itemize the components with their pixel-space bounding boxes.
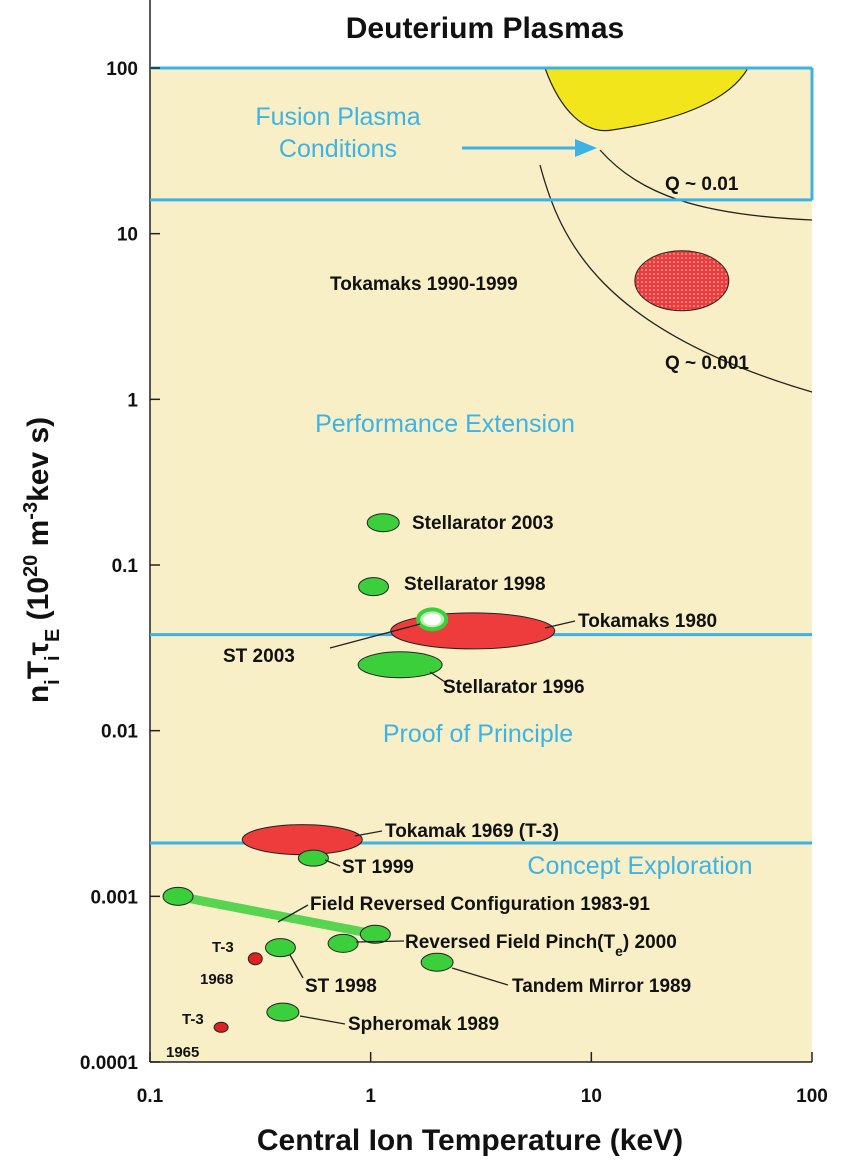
y-axis-label-part: E [42,629,64,642]
y-axis-label-part: m [22,520,55,555]
series-label: ST 2003 [223,646,295,667]
data-ellipse [241,824,363,856]
leader-line [324,859,341,867]
series-label-part: ) 2000 [623,932,677,953]
series-label: Stellarator 1998 [404,574,546,595]
region-label: Fusion Plasma [255,103,420,131]
series-label: Reversed Field Pinch(Te) 2000 [405,932,677,959]
curve-label: Q ~ 0.01 [665,174,739,195]
x-axis-label: Central Ion Temperature (keV) [257,1124,683,1157]
series-label: Tandem Mirror 1989 [512,976,691,997]
leader-line [299,1015,346,1025]
y-axis-label-part: 20 [20,555,42,577]
data-ellipse [162,886,194,906]
x-tick-label: 10 [581,1086,602,1107]
q-curve [539,164,813,393]
leader-line [354,830,383,837]
data-ellipse [357,577,389,597]
series-label: T-3 [212,939,234,956]
series-label: ST 1999 [342,857,414,878]
series-label: Tokamaks 1990-1999 [330,274,518,295]
y-tick-label: 0.01 [101,722,138,743]
plot-area [150,68,812,1062]
y-axis-label-part: n [22,685,55,703]
x-tick-label: 1 [365,1086,376,1107]
y-axis-label-part: -3 [20,502,42,520]
leader-line [289,954,304,979]
region-label: Proof of Principle [383,720,573,748]
y-axis-label-part: i [42,655,64,661]
data-ellipse [359,924,391,944]
data-ellipse [264,938,296,958]
x-tick-label: 0.1 [137,1086,164,1107]
y-axis-label-part: (10 [22,577,55,629]
series-label: Field Reversed Configuration 1983-91 [310,894,650,915]
leader-line [329,623,421,649]
series-label: Tokamak 1969 (T-3) [385,821,559,842]
series-label-part: e [615,943,623,959]
y-tick-label: 10 [117,225,138,246]
region-label: Performance Extension [315,410,575,438]
y-tick-label: 1 [127,390,138,411]
data-ellipse [247,952,263,966]
series-label: Stellarator 2003 [412,513,554,534]
data-ellipse [634,250,730,312]
leader-line [429,671,446,683]
series-label: ST 1998 [305,976,377,997]
series-label: T-3 [182,1011,204,1028]
data-ellipse [420,952,454,972]
y-axis-label-part: i [42,679,64,685]
y-tick-label: 0.0001 [80,1053,139,1074]
series-label: Spheromak 1989 [348,1014,499,1035]
arrow-head [575,139,597,157]
y-tick-label: 100 [106,59,138,80]
data-ellipse [266,1002,300,1022]
y-axis-label-part: T [22,661,55,679]
series-label: 1968 [200,971,233,988]
series-label: Tokamaks 1980 [578,611,717,632]
data-ellipse [327,933,359,953]
data-ellipse [297,849,329,867]
chart-title: Deuterium Plasmas [346,12,624,45]
y-axis-label-part: τ [22,642,55,655]
leader-line [355,940,405,943]
y-axis-label: niTiτE (1020 m-3kev s) [20,417,64,703]
trend-line [177,891,377,939]
leader-line [544,620,576,629]
leader-line [277,904,309,923]
x-tick-label: 100 [796,1086,828,1107]
y-tick-label: 0.001 [90,887,138,908]
fusion-region [544,68,749,132]
y-axis-label-part: kev s) [22,417,55,502]
leader-line [451,967,509,986]
y-tick-label: 0.1 [112,556,139,577]
region-label: Conditions [279,135,397,163]
ring-center [423,613,442,626]
curve-label: Q ~ 0.001 [665,353,749,374]
data-ellipse [357,651,443,679]
data-ellipse [366,513,400,533]
data-ellipse [213,1021,229,1033]
data-ellipse [390,612,556,650]
region-label: Concept Exploration [527,852,752,880]
series-label-part: Reversed Field Pinch(T [405,932,616,953]
series-label: 1965 [166,1044,199,1061]
series-label: Stellarator 1996 [443,677,585,698]
